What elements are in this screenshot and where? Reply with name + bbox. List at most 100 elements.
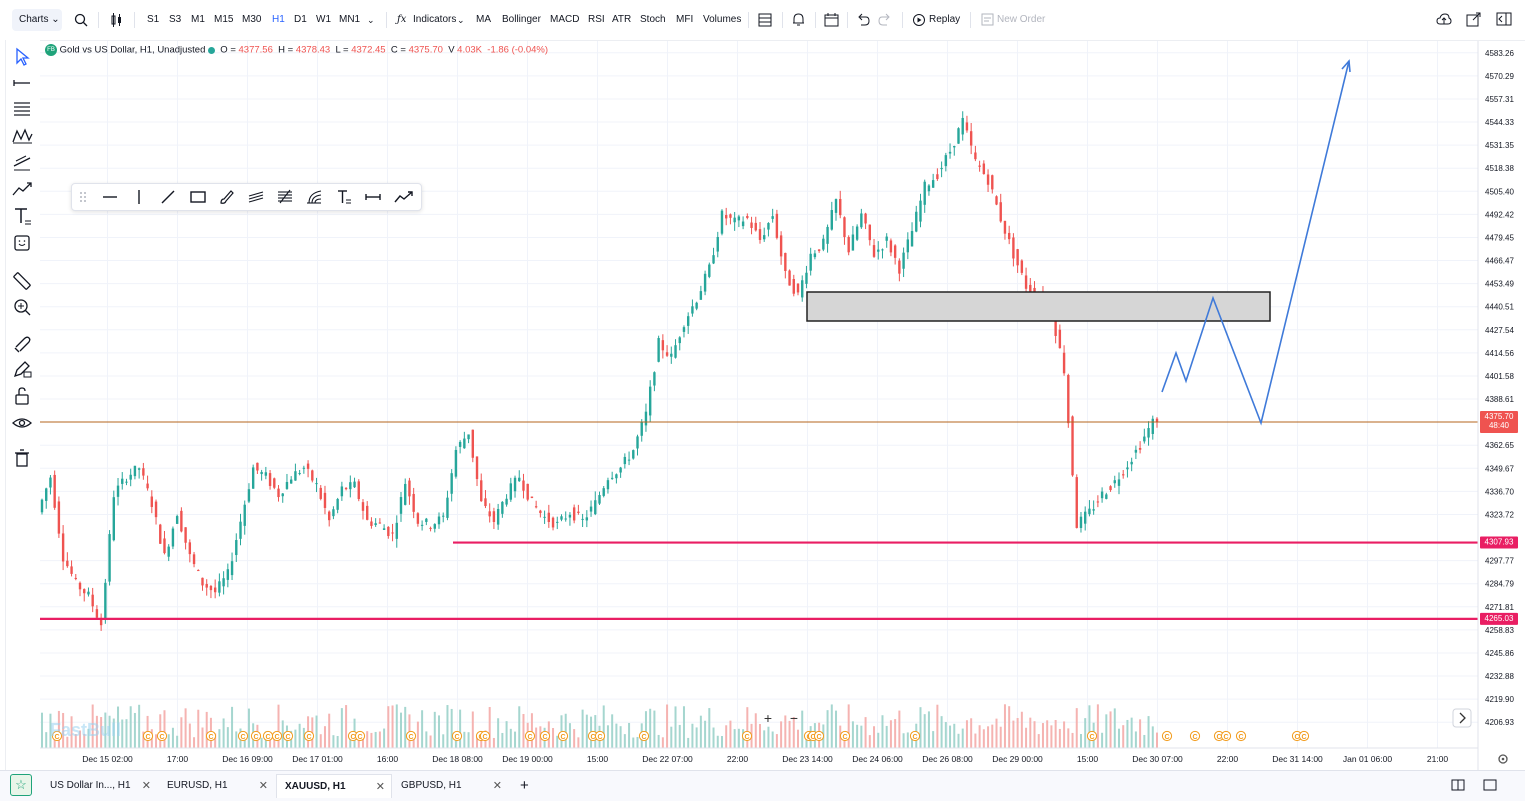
path-tool-icon[interactable] — [393, 188, 415, 206]
cursor-icon[interactable] — [10, 45, 34, 69]
timeframe-m15[interactable]: M15 — [214, 14, 234, 25]
price-tick: 4258.83 — [1485, 626, 1514, 635]
close-tab-icon[interactable]: ✕ — [375, 781, 385, 793]
alert-bell-icon[interactable] — [791, 12, 806, 27]
timeframe-m1[interactable]: M1 — [191, 14, 205, 25]
timeframe-more-chevron-icon[interactable]: ⌄ — [367, 15, 375, 25]
symbol-title[interactable]: Gold vs US Dollar, H1, Unadjusted — [59, 44, 206, 56]
replay-button[interactable]: Replay — [929, 14, 961, 25]
supply-zone[interactable] — [806, 291, 1271, 322]
zoom-out-button[interactable]: − — [790, 710, 798, 726]
indicator-stoch-button[interactable]: Stoch — [640, 14, 666, 25]
search-icon[interactable] — [74, 13, 88, 27]
unlock-icon[interactable] — [10, 384, 34, 408]
text-tool-icon[interactable] — [10, 204, 34, 228]
close-tab-icon[interactable]: ✕ — [258, 780, 268, 792]
pattern-tool-icon[interactable] — [10, 124, 34, 148]
favorites-star-icon[interactable]: ☆ — [10, 774, 32, 796]
indicator-ma-button[interactable]: MA — [476, 14, 491, 25]
new-order-button[interactable]: New Order — [997, 14, 1046, 25]
brush-icon[interactable] — [218, 188, 236, 206]
drag-handle-icon[interactable] — [78, 188, 88, 206]
indicator-bollinger-button[interactable]: Bollinger — [502, 14, 541, 25]
layout-single-icon[interactable] — [1483, 779, 1497, 791]
price-tick: 4271.81 — [1485, 603, 1514, 612]
eye-icon[interactable] — [10, 411, 34, 435]
share-icon[interactable] — [1466, 12, 1481, 27]
indicator-volumes-button[interactable]: Volumes — [703, 14, 742, 25]
volume-bar — [636, 736, 639, 748]
tab-usdx[interactable]: US Dollar In..., H1 ✕ — [42, 774, 157, 798]
tab-eurusd[interactable]: EURUSD, H1 ✕ — [159, 774, 274, 798]
volume-bar — [623, 734, 626, 748]
candle-body — [496, 509, 500, 525]
fib-retracement-icon[interactable] — [276, 188, 294, 206]
candle-body — [1126, 467, 1129, 470]
vertical-line-icon[interactable] — [130, 188, 148, 206]
horizontal-line-icon[interactable] — [101, 188, 119, 206]
replay-icon[interactable] — [912, 13, 926, 27]
indicator-rsi-button[interactable]: RSI — [588, 14, 605, 25]
indicator-mfi-button[interactable]: MFI — [676, 14, 694, 25]
settings-gear-icon[interactable] — [1498, 754, 1508, 764]
timeframe-mn1[interactable]: MN1 — [339, 14, 361, 25]
redo-icon[interactable] — [878, 13, 892, 27]
add-tab-button[interactable]: + — [520, 777, 529, 794]
trend-channel-tool-icon[interactable] — [10, 150, 34, 174]
trend-line-tool-icon[interactable] — [10, 177, 34, 201]
candle-body — [104, 582, 107, 620]
candle-body — [116, 485, 120, 497]
timeframe-m30[interactable]: M30 — [242, 14, 262, 25]
chart-type-icon[interactable] — [110, 13, 124, 27]
projection-path[interactable] — [1161, 60, 1350, 426]
fib-fan-icon[interactable] — [305, 188, 323, 206]
close-tab-icon[interactable]: ✕ — [492, 780, 502, 792]
timeframe-s3[interactable]: S3 — [169, 14, 182, 25]
lock-drawings-pencil-icon[interactable] — [10, 357, 34, 381]
timeframe-d1[interactable]: D1 — [294, 14, 307, 25]
magnet-icon[interactable] — [10, 331, 34, 355]
horizontal-ray-tool-icon[interactable] — [10, 71, 34, 95]
scroll-right-button[interactable] — [1452, 708, 1472, 728]
price-tick: 4323.72 — [1485, 510, 1514, 519]
candle-body — [1016, 249, 1019, 266]
volume-bar — [898, 710, 901, 748]
measure-range-icon[interactable] — [364, 188, 382, 206]
candle-body — [458, 441, 462, 447]
emoji-tool-icon[interactable] — [10, 231, 34, 255]
text-note-icon[interactable] — [335, 188, 353, 206]
candle-body — [568, 514, 572, 518]
zoom-in-button[interactable]: + — [764, 710, 772, 726]
layout-split-icon[interactable] — [1451, 779, 1465, 791]
close-tab-icon[interactable]: ✕ — [141, 780, 151, 792]
zoom-in-icon[interactable] — [10, 295, 34, 319]
rectangle-icon[interactable] — [189, 188, 207, 206]
ruler-icon[interactable] — [10, 269, 34, 293]
calendar-icon[interactable] — [824, 12, 839, 27]
tab-xauusd[interactable]: XAUUSD, H1 ✕ — [276, 774, 392, 798]
indicators-button[interactable]: Indicators — [413, 14, 457, 25]
indicator-atr-button[interactable]: ATR — [612, 14, 632, 25]
event-marker-label: C — [527, 734, 532, 741]
parallel-channel-icon[interactable] — [247, 188, 265, 206]
trash-icon[interactable] — [10, 446, 34, 470]
layout-icon[interactable] — [758, 13, 772, 27]
fib-levels-tool-icon[interactable] — [10, 97, 34, 121]
cloud-upload-icon[interactable] — [1436, 12, 1452, 27]
candle-body — [1134, 449, 1138, 453]
charts-dropdown[interactable]: Charts ⌄ — [12, 9, 62, 31]
volume-bar — [716, 735, 719, 748]
undo-icon[interactable] — [856, 13, 870, 27]
svg-text:−: − — [790, 710, 798, 726]
timeframe-s1[interactable]: S1 — [147, 14, 160, 25]
volume-bar — [438, 715, 441, 748]
trend-line-icon[interactable] — [159, 188, 177, 206]
indicator-macd-button[interactable]: MACD — [550, 14, 580, 25]
event-marker-label: C — [54, 734, 59, 741]
timeframe-w1[interactable]: W1 — [316, 14, 331, 25]
tab-gbpusd[interactable]: GBPUSD, H1 ✕ — [393, 774, 508, 798]
collapse-panel-icon[interactable] — [1496, 12, 1512, 27]
volume-bar — [902, 733, 905, 748]
timeframe-h1[interactable]: H1 — [272, 14, 285, 25]
